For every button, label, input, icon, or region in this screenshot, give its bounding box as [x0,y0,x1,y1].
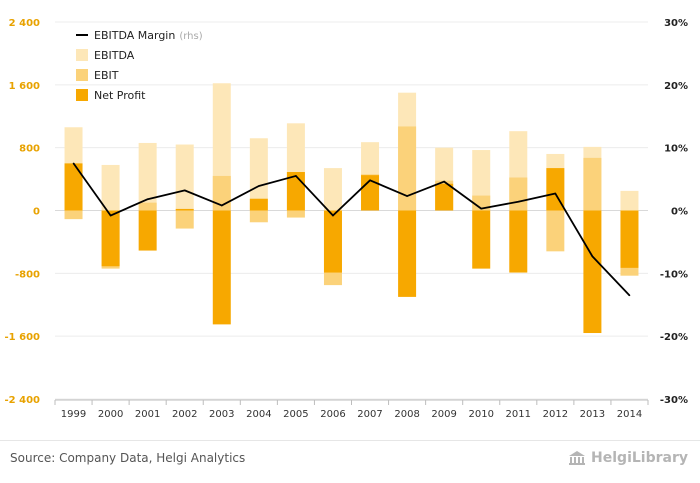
y-left-tick-label: 1 600 [9,81,40,92]
ebitda-margin-point [554,192,557,195]
ebitda-margin-point [146,198,149,200]
ebitda-bar [138,142,157,211]
footer-divider [0,440,700,441]
y-left-tick-label: 0 [33,207,40,218]
ebit-bar [546,210,565,252]
x-tick-label: 2001 [135,409,160,420]
x-tick-label: 2008 [394,409,419,420]
x-tick-label: 2002 [172,409,197,420]
legend-swatch [76,49,88,61]
net-profit-bar [101,210,120,267]
y-right-tick-label: 20% [664,81,688,92]
chart: 2 400 1 600 800 0 -800 -1 600 -2 400 30% 20% 10% 0… [5,18,688,420]
y-right-tick-label: -30% [660,395,688,406]
y-left-tick-label: -1 600 [5,332,41,343]
ebitda-margin-point [220,204,223,207]
legend-label: EBITDA [94,49,135,62]
ebitda-margin-point [258,185,260,187]
ebit-bar [286,210,305,218]
ebitda-margin-point [517,200,520,203]
x-tick-label: 2011 [506,409,531,420]
margin-line [72,162,631,297]
net-profit-bar [138,210,157,251]
library-building-icon [569,451,586,465]
ebitda-margin-point [72,162,75,165]
ebitda-bar [101,164,120,211]
x-tick-label: 2013 [580,409,605,420]
x-tick-label: 2003 [209,409,234,420]
ebitda-margin-point [109,214,112,217]
legend-suffix: (rhs) [179,31,202,42]
axes: 2 400 1 600 800 0 -800 -1 600 -2 400 30% 20% 10% 0… [5,18,688,420]
net-profit-bar [583,210,602,334]
y-right-tick-label: 10% [664,144,688,155]
ebit-bar [509,177,528,211]
legend: EBITDA Margin (rhs) EBITDA EBIT Net Profit [76,29,203,102]
ebitda-margin-point [183,189,186,192]
legend-swatch [76,89,88,101]
ebitda-margin-point [369,179,371,182]
y-right-tick-label: 30% [664,18,688,29]
net-profit-bar [472,210,491,269]
net-profit-bar [64,163,83,211]
net-profit-bar [509,210,528,273]
ebit-bar [583,157,602,211]
ebit-bar [472,195,491,211]
net-profit-bar [398,210,417,297]
ebitda-margin-point [295,175,297,177]
brand-logo[interactable]: HelgiLibrary [568,450,688,466]
legend-swatch [76,69,88,81]
ebitda-bar [472,150,491,211]
x-tick-label: 2000 [98,409,123,420]
brand-name: HelgiLibrary [591,450,688,466]
legend-label: Net Profit [94,89,146,102]
ebitda-margin-point [406,195,408,197]
y-right-tick-label: 0% [671,207,688,218]
ebit-bar [175,210,194,229]
ebitda-bar [620,190,639,211]
ebitda-margin-line [72,162,631,296]
x-tick-label: 2009 [431,409,456,420]
ebit-bar [212,175,231,211]
ebit-bar [64,210,83,220]
source-note: Source: Company Data, Helgi Analytics [10,451,246,465]
x-tick-label: 2012 [543,409,568,420]
net-profit-bar [620,210,639,268]
ebitda-margin-point [628,294,631,297]
x-tick-label: 2010 [468,409,493,420]
ebitda-margin-point [443,180,445,183]
y-left-tick-label: 800 [19,144,40,155]
x-tick-label: 2004 [246,409,271,420]
net-profit-bar [175,208,194,211]
x-tick-label: 2005 [283,409,308,420]
ebitda-bar [249,138,268,211]
y-right-tick-label: -20% [660,332,688,343]
y-left-tick-label: 2 400 [9,18,40,29]
ebitda-margin-point [591,255,594,258]
legend-label: EBITDA Margin (rhs) [94,29,203,42]
legend-label: EBIT [94,69,119,82]
net-profit-bar [212,210,231,325]
ebitda-bar [323,168,342,211]
ebit-bar [138,202,157,211]
ebitda-margin-point [332,214,334,217]
x-tick-label: 2006 [320,409,345,420]
ebitda-bar [175,144,194,211]
y-right-tick-label: -10% [660,269,688,280]
y-left-tick-label: -2 400 [5,395,41,406]
x-tick-label: 1999 [61,409,86,420]
x-tick-label: 2014 [617,409,642,420]
net-profit-bar [323,210,342,273]
ebit-bar [398,126,417,211]
bars [64,83,639,334]
net-profit-bar [249,198,268,211]
net-profit-bar [435,183,454,211]
ebit-bar [249,210,268,223]
x-tick-label: 2007 [357,409,382,420]
y-left-tick-label: -800 [15,269,40,280]
ebitda-margin-point [480,207,483,210]
